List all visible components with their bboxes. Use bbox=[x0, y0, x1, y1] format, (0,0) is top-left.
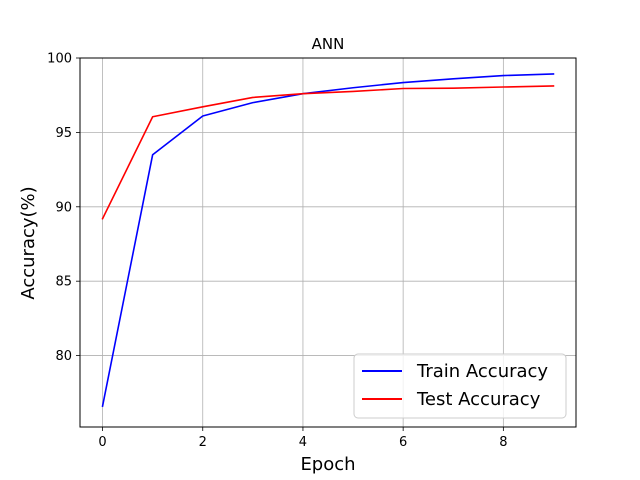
legend-label-test: Test Accuracy bbox=[416, 389, 541, 410]
series-lines bbox=[101, 73, 555, 408]
y-tick-label: 85 bbox=[55, 275, 72, 290]
y-tick-label: 90 bbox=[55, 200, 72, 215]
x-tick-label: 2 bbox=[199, 435, 207, 450]
y-tick-label: 95 bbox=[55, 126, 72, 141]
y-tick-label: 80 bbox=[55, 349, 72, 364]
x-tick-label: 8 bbox=[499, 435, 507, 450]
chart-title: ANN bbox=[312, 35, 345, 53]
x-axis-label: Epoch bbox=[300, 454, 355, 475]
x-tick-label: 0 bbox=[98, 435, 106, 450]
series-line-test bbox=[101, 85, 555, 220]
x-tick-label: 4 bbox=[299, 435, 307, 450]
series-line-train bbox=[101, 73, 555, 408]
x-tick-label: 6 bbox=[399, 435, 407, 450]
y-axis-label: Accuracy(%) bbox=[18, 186, 39, 299]
y-tick-label: 100 bbox=[47, 52, 72, 67]
legend-label-train: Train Accuracy bbox=[416, 361, 548, 382]
plot-frame bbox=[79, 57, 577, 428]
legend-box bbox=[353, 353, 567, 419]
legend: Train Accuracy Test Accuracy bbox=[353, 353, 567, 419]
ticks: 0 2 4 6 8 80 85 90 95 100 bbox=[47, 52, 507, 451]
